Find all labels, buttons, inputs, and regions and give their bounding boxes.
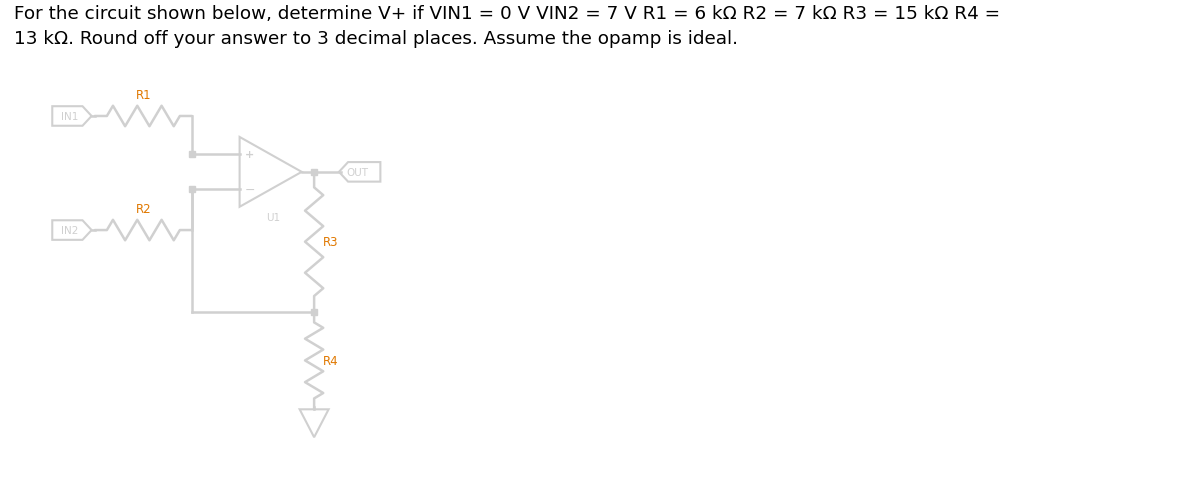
Text: IN1: IN1 bbox=[61, 112, 78, 122]
Text: U1: U1 bbox=[265, 213, 280, 223]
Text: For the circuit shown below, determine V+ if VIN1 = 0 V VIN2 = 7 V R1 = 6 kΩ R2 : For the circuit shown below, determine V… bbox=[14, 5, 1001, 48]
Text: +: + bbox=[245, 150, 254, 160]
Text: R4: R4 bbox=[323, 354, 338, 367]
Text: IN2: IN2 bbox=[61, 226, 78, 236]
Text: −: − bbox=[245, 183, 256, 197]
Text: R3: R3 bbox=[323, 236, 338, 249]
Text: R2: R2 bbox=[136, 203, 151, 216]
Text: R1: R1 bbox=[136, 89, 151, 102]
Text: OUT: OUT bbox=[347, 167, 368, 178]
